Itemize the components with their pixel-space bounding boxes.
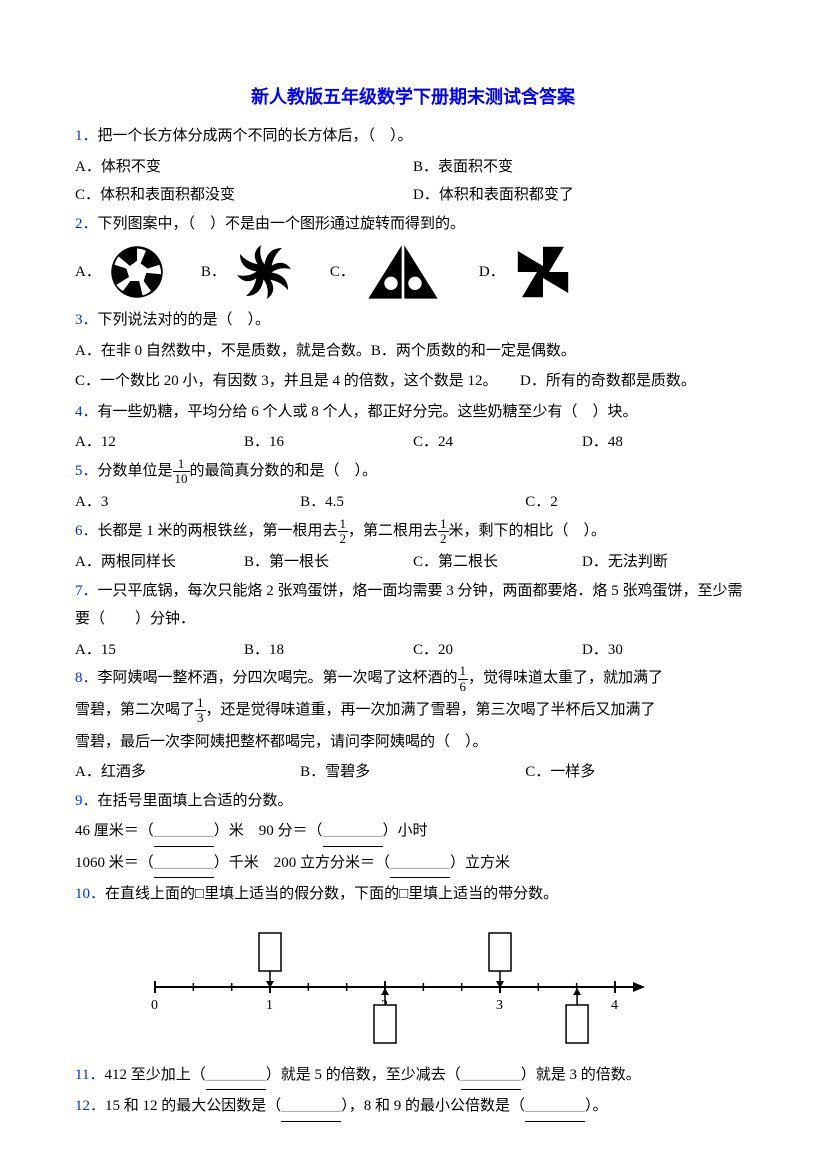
q3-opt-ab: A．在非 0 自然数中，不是质数，就是合数。B．两个质数的和一定是偶数。 <box>75 337 751 366</box>
q2-num: 2． <box>75 216 98 232</box>
q4-opt-b: B．16 <box>244 428 413 457</box>
q6-opts: A．两根同样长 B．第一根长 C．第二根长 D．无法判断 <box>75 548 751 577</box>
pinwheel-icon <box>513 242 573 302</box>
q7-opt-a: A．15 <box>75 636 244 665</box>
q4-stem: 4．有一些奶糖，平均分给 6 个人或 8 个人，都正好分完。这些奶糖至少有（ ）… <box>75 398 751 427</box>
q10-stem: 10．在直线上面的□里填上适当的假分数，下面的□里填上适当的带分数。 <box>75 880 751 909</box>
q7-opt-d: D．30 <box>582 636 751 665</box>
q8-num: 8． <box>75 671 98 687</box>
q5-opt-c: C．2 <box>525 488 750 517</box>
q2-opt-c: C． <box>330 258 355 287</box>
q6-num: 6． <box>75 523 98 539</box>
svg-text:0: 0 <box>151 998 158 1013</box>
q5-opt-a: A．3 <box>75 488 300 517</box>
q4-opts: A．12 B．16 C．24 D．48 <box>75 428 751 457</box>
q5-opt-b: B．4.5 <box>300 488 525 517</box>
svg-text:3: 3 <box>496 998 503 1013</box>
q2-opt-b: B． <box>201 258 226 287</box>
q7-stem: 7．一只平底锅，每次只能烙 2 张鸡蛋饼，烙一面均需要 3 分钟，两面都要烙．烙… <box>75 577 751 634</box>
q4-num: 4． <box>75 404 98 420</box>
q8-opt-c: C．一样多 <box>525 758 750 787</box>
q3-num: 3． <box>75 312 98 328</box>
q2-opt-d: D． <box>479 258 505 287</box>
q4-opt-d: D．48 <box>582 428 751 457</box>
q7-num: 7． <box>75 583 98 599</box>
q6-opt-c: C．第二根长 <box>413 548 582 577</box>
q6-opt-b: B．第一根长 <box>244 548 413 577</box>
q8-opts: A．红酒多 B．雪碧多 C．一样多 <box>75 758 751 787</box>
double-triangle-icon <box>363 242 443 302</box>
q12-stem: 12．15 和 12 的最大公因数是（________），8 和 9 的最小公倍… <box>75 1092 751 1122</box>
q1-opts-row2: C．体积和表面积都没变 D．体积和表面积都变了 <box>75 181 751 210</box>
q12-num: 12． <box>75 1098 105 1114</box>
q9-line2: 1060 米＝（________）千米 200 立方分米＝（________）立… <box>75 849 751 879</box>
q7-opt-c: C．20 <box>413 636 582 665</box>
q1-opt-b: B．表面积不变 <box>413 153 751 182</box>
q5-stem: 5．分数单位是110的最简真分数的和是（ ）。 <box>75 457 751 487</box>
q6-opt-d: D．无法判断 <box>582 548 751 577</box>
q1-num: 1． <box>75 128 98 144</box>
q8-line3: 雪碧，最后一次李阿姨把整杯都喝完，请问李阿姨喝的（ ）。 <box>75 728 751 757</box>
q11-num: 11． <box>75 1067 104 1083</box>
q8-line2: 雪碧，第二次喝了13，还是觉得味道重，再一次加满了雪碧，第三次喝了半杯后又加满了 <box>75 696 751 726</box>
q11-stem: 11．412 至少加上（________）就是 5 的倍数，至少减去（_____… <box>75 1061 751 1091</box>
svg-text:4: 4 <box>611 998 618 1013</box>
q7-opts: A．15 B．18 C．20 D．30 <box>75 636 751 665</box>
q9-line1: 46 厘米＝（________）米 90 分＝（________）小时 <box>75 817 751 847</box>
doc-title: 新人教版五年级数学下册期末测试含答案 <box>75 80 751 114</box>
q10-num: 10． <box>75 886 105 902</box>
q5-num: 5． <box>75 463 98 479</box>
q6-stem: 6．长都是 1 米的两根铁丝，第一根用去12，第二根用去12米，剩下的相比（ ）… <box>75 517 751 547</box>
q1-opts-row1: A．体积不变 B．表面积不变 <box>75 153 751 182</box>
q2-opt-a: A． <box>75 258 101 287</box>
q3-stem: 3．下列说法对的的是（ ）。 <box>75 306 751 335</box>
q1-opt-d: D．体积和表面积都变了 <box>413 181 751 210</box>
q9-num: 9． <box>75 793 98 809</box>
q7-opt-b: B．18 <box>244 636 413 665</box>
q3-opt-cd: C．一个数比 20 小，有因数 3，并且是 4 的倍数，这个数是 12。 D．所… <box>75 367 751 396</box>
q8-line1: 8．李阿姨喝一整杯酒，分四次喝完。第一次喝了这杯酒的16，觉得味道太重了，就加满… <box>75 664 751 694</box>
number-line-diagram: 01234 <box>135 917 751 1057</box>
q8-opt-b: B．雪碧多 <box>300 758 525 787</box>
q4-opt-a: A．12 <box>75 428 244 457</box>
flower-pentagon-icon <box>109 244 165 300</box>
q6-opt-a: A．两根同样长 <box>75 548 244 577</box>
svg-text:1: 1 <box>266 998 273 1013</box>
q5-opts: A．3 B．4.5 C．2 <box>75 488 751 517</box>
q2-stem: 2．下列图案中，（ ）不是由一个图形通过旋转而得到的。 <box>75 210 751 239</box>
swirl-icon <box>234 242 294 302</box>
q9-stem: 9．在括号里面填上合适的分数。 <box>75 787 751 816</box>
q1-stem: 1．把一个长方体分成两个不同的长方体后，（ ）。 <box>75 122 751 151</box>
q1-opt-a: A．体积不变 <box>75 153 413 182</box>
q8-opt-a: A．红酒多 <box>75 758 300 787</box>
q4-opt-c: C．24 <box>413 428 582 457</box>
fraction-icon: 110 <box>173 457 190 487</box>
q1-opt-c: C．体积和表面积都没变 <box>75 181 413 210</box>
q2-icons: A． B． C． D． <box>75 242 751 302</box>
